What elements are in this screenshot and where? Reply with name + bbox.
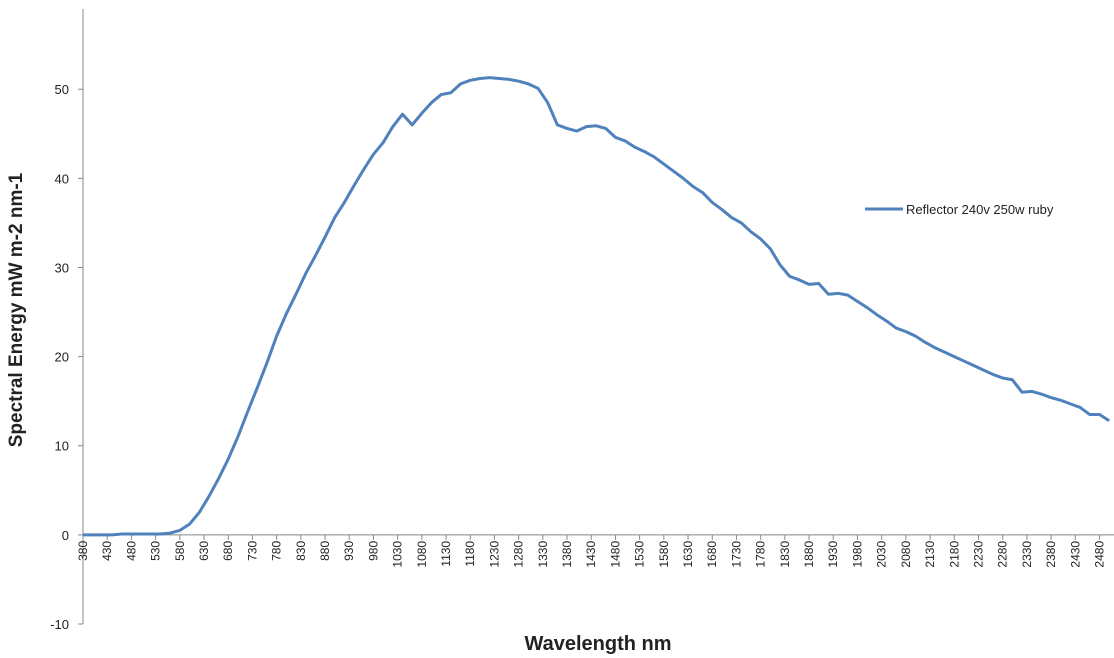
x-tick-label: 1080 <box>415 541 429 568</box>
x-tick-label: 430 <box>100 541 114 561</box>
x-tick-label: 1880 <box>802 541 816 568</box>
x-tick-label: 1380 <box>560 541 574 568</box>
x-tick-label: 680 <box>221 541 235 561</box>
y-axis-title: Spectral Energy mW m-2 nm-1 <box>6 172 27 447</box>
x-tick-label: 880 <box>318 541 332 561</box>
x-tick-label: 830 <box>294 541 308 561</box>
y-tick-label: 0 <box>62 528 69 543</box>
x-tick-label: 480 <box>124 541 138 561</box>
x-tick-label: 980 <box>366 541 380 561</box>
x-tick-label: 1030 <box>391 541 405 568</box>
x-axis-title: Wavelength nm <box>524 633 671 655</box>
x-tick-label: 730 <box>245 541 259 561</box>
x-tick-label: 580 <box>173 541 187 561</box>
x-tick-label: 1630 <box>681 541 695 568</box>
x-tick-label: 2480 <box>1092 541 1106 568</box>
x-tick-label: 2430 <box>1068 541 1082 568</box>
x-tick-label: 2380 <box>1044 541 1058 568</box>
x-tick-label: 2330 <box>1020 541 1034 568</box>
x-tick-label: 1780 <box>754 541 768 568</box>
x-tick-label: 1180 <box>463 541 477 567</box>
x-tick-label: 1280 <box>512 541 526 568</box>
x-tick-label: 1730 <box>729 541 743 568</box>
y-tick-label: 30 <box>55 260 69 275</box>
y-tick-label: 50 <box>55 82 69 97</box>
x-tick-label: 1330 <box>536 541 550 568</box>
x-tick-label: 2230 <box>971 541 985 568</box>
x-tick-label: 1830 <box>778 541 792 568</box>
x-tick-label: 1480 <box>608 541 622 568</box>
x-tick-label: 380 <box>76 541 90 561</box>
y-tick-label: 20 <box>55 350 69 365</box>
y-tick-label: 40 <box>55 171 69 186</box>
x-tick-label: 780 <box>270 541 284 561</box>
x-tick-label: 1130 <box>439 541 453 567</box>
x-tick-label: 930 <box>342 541 356 561</box>
x-tick-label: 2030 <box>875 541 889 568</box>
data-line <box>83 76 1110 537</box>
x-tick-label: 1530 <box>633 541 647 568</box>
x-tick-label: 630 <box>197 541 211 561</box>
x-tick-label: 1980 <box>850 541 864 568</box>
y-tick-label: 10 <box>55 439 69 454</box>
x-tick-label: 2280 <box>996 541 1010 568</box>
x-tick-label: 2130 <box>923 541 937 568</box>
x-tick-label: 2180 <box>947 541 961 568</box>
y-tick-label: -10 <box>50 617 69 632</box>
legend-label: Reflector 240v 250w ruby <box>906 202 1054 217</box>
x-tick-label: 2080 <box>899 541 913 568</box>
x-tick-label: 1580 <box>657 541 671 568</box>
x-tick-label: 1430 <box>584 541 598 568</box>
x-tick-label: 1680 <box>705 541 719 568</box>
x-tick-label: 1930 <box>826 541 840 568</box>
x-tick-label: 1230 <box>487 541 501 568</box>
x-tick-label: 530 <box>149 541 163 561</box>
